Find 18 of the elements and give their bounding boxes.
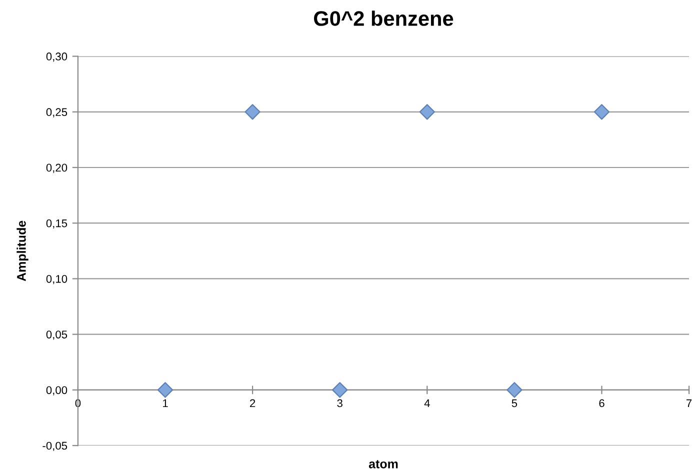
y-tick-label: 0,05 [46,330,68,340]
x-tick-label: 4 [424,399,430,408]
x-tick-label: 6 [599,399,604,408]
x-axis-title: atom [368,460,398,468]
chart-title: G0^2 benzene [314,10,454,26]
y-axis-title: Amplitude [16,220,28,282]
x-tick-label: 3 [337,399,342,408]
y-tick-label: 0,15 [46,219,68,229]
x-tick-label: 7 [686,399,692,408]
x-tick-label: 5 [512,399,518,408]
y-tick-label: 0,20 [46,164,68,173]
y-tick-label: -0,05 [42,442,68,451]
x-tick-label: 1 [163,399,168,408]
y-tick-label: 0,25 [46,108,68,118]
y-tick-label: 0,30 [46,52,68,62]
y-tick-label: 0,10 [46,274,68,284]
y-tick-label: 0,00 [46,386,68,396]
x-tick-label: 2 [250,399,256,408]
